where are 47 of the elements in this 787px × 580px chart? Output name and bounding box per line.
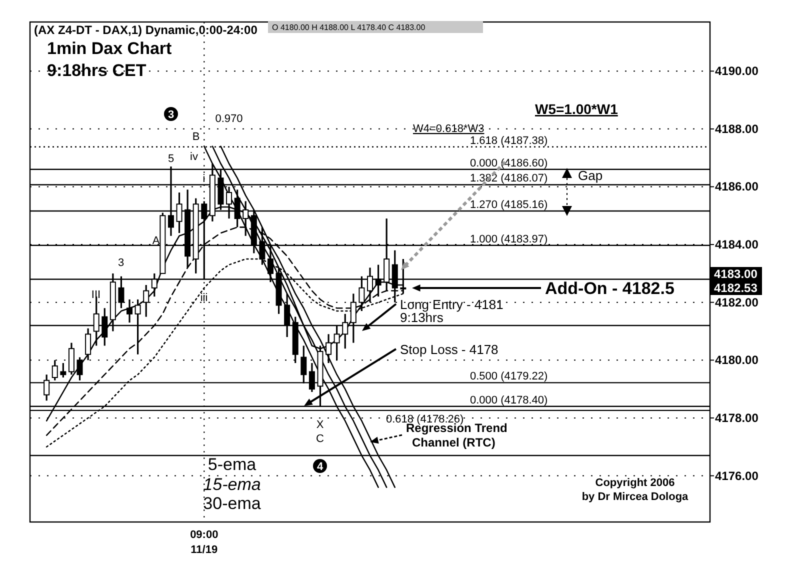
text: Copyright 2006	[595, 477, 675, 489]
annotation: 5-ema	[208, 455, 257, 474]
text: W4=0.618*W3	[413, 123, 484, 135]
y-tick-label: 4176.00	[715, 468, 759, 483]
x-tick-label: 09:00 11/19	[190, 529, 218, 556]
annotation: X	[316, 419, 324, 431]
y-tick-label: 4188.00	[715, 122, 759, 136]
ref-line-label: 0.500 (4179.22)	[470, 370, 548, 383]
text: by Dr Mircea Dologa	[582, 491, 690, 503]
chart-title: (AX Z4-DT - DAX,1) Dynamic,0:00-24:00	[34, 23, 258, 37]
annotation: 3	[118, 257, 124, 269]
annotation: iv	[190, 151, 198, 163]
annotation: iii	[200, 292, 208, 304]
ref-line-label: 1.270 (4185.16)	[470, 199, 548, 212]
annotation: 4	[316, 461, 324, 473]
y-tick-label: 4180.00	[715, 353, 759, 368]
ref-line-label: 0.000 (4186.60)	[470, 157, 548, 170]
text: 1min Dax Chart	[47, 39, 172, 58]
ref-line-label: 1.618 (4187.38)	[470, 134, 548, 147]
ref-line-label: 0.000 (4178.40)	[470, 394, 548, 406]
annotation: 9:18hrs CET	[47, 61, 147, 80]
text: Add-On - 4182.5	[545, 279, 674, 298]
y-tick-label: 4184.00	[715, 238, 759, 252]
candlestick	[68, 342, 74, 376]
annotation: B	[192, 131, 200, 143]
y-tick-label: 4190.00	[715, 64, 759, 78]
ref-line-label: 1.000 (4183.97)	[470, 233, 548, 246]
y-tick-label: 4182.00	[715, 295, 759, 310]
candlestick	[326, 333, 332, 364]
y-tick-label: 4186.00	[715, 180, 759, 194]
annotation: Long Entry - 4181	[400, 297, 504, 312]
candlestick	[60, 362, 66, 378]
text: Gap	[578, 168, 603, 183]
text: W5=1.00*W1	[535, 101, 618, 117]
annotation: C	[316, 433, 324, 445]
annotation: 5	[168, 153, 174, 165]
annotation: 15-ema	[203, 475, 261, 494]
annotation: 30-ema	[203, 494, 262, 513]
y-tick-label: 4178.00	[715, 410, 759, 425]
annotation: Stop Loss - 4178	[400, 342, 498, 357]
annotation: III	[91, 289, 101, 301]
text: 4183.00	[714, 267, 758, 281]
annotation: A	[152, 235, 160, 247]
annotation: O 4180.00 H 4188.00 L 4178.40 C 4183.00	[272, 23, 426, 32]
annotation: 0.970	[215, 113, 243, 125]
annotation: 3	[168, 109, 174, 121]
text: 4182.53	[714, 281, 758, 295]
